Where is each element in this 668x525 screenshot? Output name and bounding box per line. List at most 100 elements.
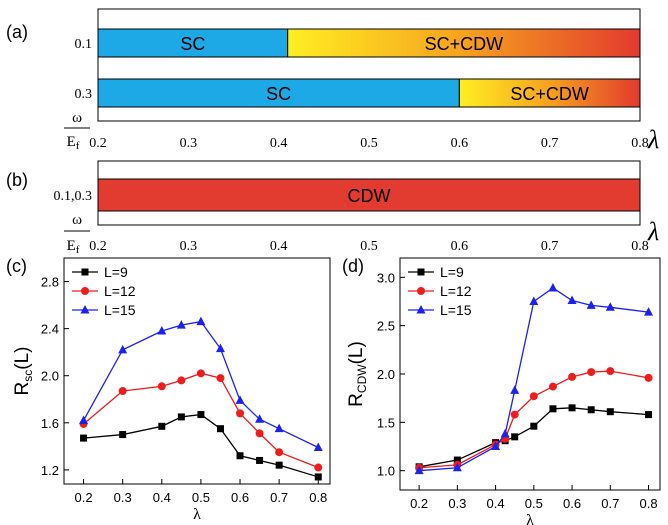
y-tick-label: 1.0	[377, 464, 395, 479]
x-tick-label: 0.5	[360, 136, 378, 151]
phase-segment	[97, 178, 641, 212]
phase-frame-a	[97, 8, 641, 122]
x-tick-label: 0.4	[487, 496, 505, 511]
x-tick-label: 0.8	[639, 496, 657, 511]
data-point	[644, 307, 654, 316]
y-tick-label: 2.5	[377, 319, 395, 334]
legend-entry: L=9	[72, 264, 128, 280]
y-tick-label: 2.8	[41, 275, 59, 290]
svg-text:ω: ω	[72, 110, 82, 126]
data-point	[197, 411, 205, 419]
plot-frame	[63, 257, 331, 485]
x-tick-label: 0.2	[89, 239, 107, 254]
x-tick-label: 0.5	[360, 239, 378, 254]
lambda-symbol-b: λ	[647, 217, 659, 246]
series-2	[79, 369, 323, 472]
x-tick-label: 0.3	[180, 136, 198, 151]
phase-diagram-a: SC SC+CDW SC SC+CDW 0.1 0.3 0.2 0.3 0.4 0.5 0.6 0…	[64, 8, 659, 154]
x-tick-label: 0.2	[410, 496, 428, 511]
data-point	[606, 367, 615, 376]
x-tick-label: 0.2	[75, 490, 93, 505]
row-label: 0.3	[75, 87, 93, 102]
data-point	[314, 473, 322, 481]
panel-label-c: (c)	[6, 256, 27, 276]
x-tick-label: 0.7	[541, 239, 559, 254]
data-point	[215, 343, 225, 353]
plot-frame	[399, 257, 661, 491]
data-point	[275, 461, 283, 469]
svg-text:Ef: Ef	[67, 134, 80, 152]
legend-entry: L=12	[408, 283, 472, 299]
x-tick-label: 0.6	[451, 136, 469, 151]
line-chart-c: 0.2 0.3 0.4 0.5 0.6 0.7 0.8 1.2 1.6 2.0 2.4 2.8 λ Rsc…	[12, 257, 331, 523]
phase-segment	[287, 28, 641, 58]
data-point	[314, 463, 323, 472]
x-tick-label: 0.8	[631, 239, 649, 254]
phase-label: SC+CDW	[510, 84, 589, 104]
phase-segment	[97, 28, 289, 58]
data-point	[196, 316, 206, 326]
phase-label: SC+CDW	[425, 34, 504, 54]
phase-segment	[458, 78, 641, 108]
lambda-symbol-a: λ	[647, 125, 659, 154]
data-point	[177, 376, 186, 385]
x-tick-label: 0.8	[309, 490, 327, 505]
data-point	[255, 429, 264, 438]
data-point	[645, 411, 653, 419]
data-point	[417, 287, 425, 295]
phase-label: SC	[180, 34, 205, 54]
data-point	[605, 302, 615, 311]
data-point	[587, 406, 595, 414]
data-point	[416, 305, 426, 314]
y-tick-label: 2.0	[377, 367, 395, 382]
y-tick-label: 2.0	[41, 369, 59, 384]
data-point	[510, 410, 519, 419]
legend-label: L=9	[104, 264, 128, 280]
x-tick-label: 0.3	[448, 496, 466, 511]
data-point	[453, 456, 461, 464]
data-point	[644, 373, 653, 382]
legend-label: L=12	[440, 283, 472, 299]
phase-diagram-b: CDW 0.1,0.3 0.2 0.3 0.4 0.5 0.6 0.7 0.8 ω Ef λ	[54, 160, 659, 256]
data-point	[235, 395, 245, 404]
data-point	[567, 295, 577, 305]
data-point	[118, 344, 128, 354]
y-tick-label: 1.2	[41, 463, 59, 478]
series-1	[80, 411, 322, 481]
data-point	[81, 268, 89, 276]
data-point	[81, 287, 89, 295]
data-point	[196, 369, 205, 378]
x-tick-label: 0.4	[270, 239, 288, 254]
data-point	[549, 405, 557, 413]
x-tick-label: 0.6	[451, 239, 469, 254]
series-3	[414, 282, 654, 475]
legend-entry: L=12	[72, 283, 136, 299]
y-tick-label: 1.6	[41, 416, 59, 431]
data-point	[548, 282, 558, 292]
data-point	[491, 441, 501, 450]
data-point	[500, 428, 510, 438]
data-point	[529, 296, 539, 305]
x-tick-label: 0.6	[563, 496, 581, 511]
data-point	[157, 325, 167, 335]
data-point	[118, 387, 127, 396]
series-2	[415, 367, 653, 472]
data-point	[274, 423, 284, 433]
legend-label: L=9	[440, 264, 464, 280]
series-line	[82, 320, 319, 449]
x-tick-label: 0.4	[270, 136, 288, 151]
svg-text:Ef: Ef	[67, 238, 80, 256]
series-line	[419, 407, 649, 468]
x-tick-label: 0.8	[631, 136, 649, 151]
panel-label-d: (d)	[342, 256, 364, 276]
x-tick-label: 0.5	[192, 490, 210, 505]
data-point	[510, 385, 520, 394]
x-tick-label: 0.7	[541, 136, 559, 151]
data-point	[236, 452, 244, 460]
x-tick-label: 0.6	[231, 490, 249, 505]
series-1	[415, 404, 653, 471]
data-point	[313, 442, 323, 452]
phase-label: SC	[266, 84, 291, 104]
data-point	[568, 404, 576, 412]
